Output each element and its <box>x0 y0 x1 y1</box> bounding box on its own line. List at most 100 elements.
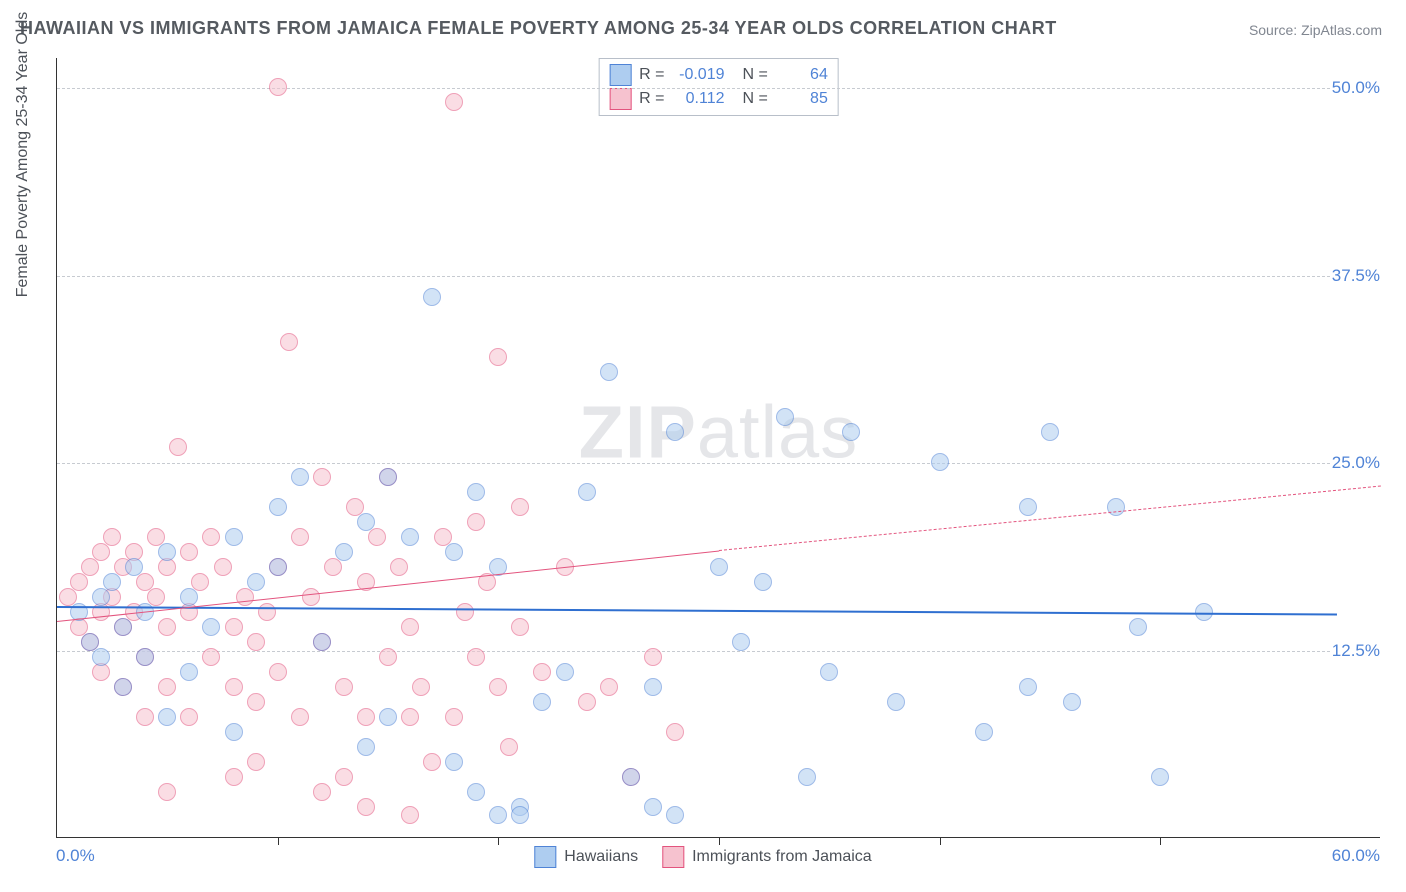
scatter-point <box>214 558 232 576</box>
y-tick-label: 37.5% <box>1330 266 1382 286</box>
legend-label-1: Hawaiians <box>564 848 638 866</box>
x-tick <box>498 837 499 845</box>
scatter-point <box>511 498 529 516</box>
scatter-point <box>600 678 618 696</box>
scatter-point <box>269 498 287 516</box>
scatter-point <box>1107 498 1125 516</box>
scatter-point <box>247 753 265 771</box>
scatter-point <box>1041 423 1059 441</box>
y-axis-title: Female Poverty Among 25-34 Year Olds <box>14 12 32 298</box>
scatter-point <box>247 693 265 711</box>
scatter-point <box>81 558 99 576</box>
scatter-point <box>225 678 243 696</box>
stats-row-1: R = -0.019 N = 64 <box>609 63 828 87</box>
scatter-point <box>291 468 309 486</box>
series-legend: Hawaiians Immigrants from Jamaica <box>534 846 871 868</box>
plot-area: ZIPatlas R = -0.019 N = 64 R = 0.112 N =… <box>56 58 1380 838</box>
scatter-point <box>92 543 110 561</box>
scatter-point <box>335 768 353 786</box>
legend-label-2: Immigrants from Jamaica <box>692 848 872 866</box>
y-tick-label: 50.0% <box>1330 78 1382 98</box>
x-axis-max: 60.0% <box>1332 846 1380 866</box>
scatter-point <box>1129 618 1147 636</box>
scatter-point <box>820 663 838 681</box>
scatter-point <box>92 588 110 606</box>
scatter-point <box>313 783 331 801</box>
scatter-point <box>158 618 176 636</box>
gridline <box>57 463 1380 464</box>
scatter-point <box>103 528 121 546</box>
x-axis-min: 0.0% <box>56 846 95 866</box>
scatter-point <box>158 708 176 726</box>
watermark: ZIPatlas <box>579 389 858 474</box>
scatter-point <box>445 753 463 771</box>
scatter-point <box>467 648 485 666</box>
scatter-point <box>114 618 132 636</box>
scatter-point <box>412 678 430 696</box>
scatter-point <box>379 468 397 486</box>
scatter-point <box>511 618 529 636</box>
y-tick-label: 25.0% <box>1330 453 1382 473</box>
scatter-point <box>191 573 209 591</box>
scatter-point <box>225 528 243 546</box>
scatter-point <box>445 708 463 726</box>
scatter-point <box>247 633 265 651</box>
scatter-point <box>147 588 165 606</box>
scatter-point <box>887 693 905 711</box>
x-tick <box>940 837 941 845</box>
scatter-point <box>269 558 287 576</box>
scatter-point <box>225 618 243 636</box>
scatter-point <box>313 633 331 651</box>
scatter-point <box>533 663 551 681</box>
scatter-point <box>1151 768 1169 786</box>
stats-row-2: R = 0.112 N = 85 <box>609 87 828 111</box>
scatter-point <box>158 783 176 801</box>
scatter-point <box>754 573 772 591</box>
scatter-point <box>357 708 375 726</box>
scatter-point <box>158 678 176 696</box>
scatter-point <box>390 558 408 576</box>
scatter-point <box>180 588 198 606</box>
scatter-point <box>103 573 121 591</box>
y-tick-label: 12.5% <box>1330 641 1382 661</box>
scatter-point <box>401 708 419 726</box>
scatter-point <box>1019 498 1037 516</box>
scatter-point <box>500 738 518 756</box>
scatter-point <box>1019 678 1037 696</box>
scatter-point <box>666 723 684 741</box>
scatter-point <box>401 806 419 824</box>
scatter-point <box>236 588 254 606</box>
scatter-point <box>1063 693 1081 711</box>
scatter-point <box>776 408 794 426</box>
scatter-point <box>622 768 640 786</box>
scatter-point <box>379 648 397 666</box>
scatter-point <box>335 678 353 696</box>
swatch-series-1 <box>609 64 631 86</box>
scatter-point <box>489 806 507 824</box>
scatter-point <box>136 708 154 726</box>
scatter-point <box>169 438 187 456</box>
scatter-point <box>556 663 574 681</box>
x-tick <box>719 837 720 845</box>
scatter-point <box>600 363 618 381</box>
scatter-point <box>511 806 529 824</box>
scatter-point <box>732 633 750 651</box>
scatter-point <box>114 678 132 696</box>
scatter-point <box>269 663 287 681</box>
scatter-point <box>202 618 220 636</box>
scatter-point <box>467 483 485 501</box>
scatter-point <box>313 468 331 486</box>
scatter-point <box>931 453 949 471</box>
scatter-point <box>70 573 88 591</box>
scatter-point <box>467 783 485 801</box>
scatter-point <box>357 738 375 756</box>
scatter-point <box>423 288 441 306</box>
scatter-point <box>666 423 684 441</box>
legend-item-2: Immigrants from Jamaica <box>662 846 872 868</box>
scatter-point <box>666 806 684 824</box>
scatter-point <box>335 543 353 561</box>
scatter-point <box>291 528 309 546</box>
scatter-point <box>445 93 463 111</box>
scatter-point <box>445 543 463 561</box>
trend-line <box>719 486 1381 551</box>
